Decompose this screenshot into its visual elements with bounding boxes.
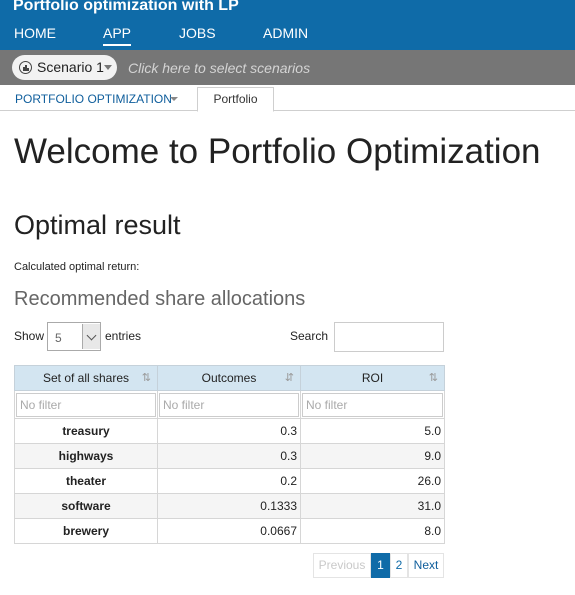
column-header-outcomes[interactable]: Outcomes ⇵ <box>157 365 301 391</box>
scenario-icon <box>19 61 32 74</box>
scenario-selector[interactable]: Scenario 1 <box>12 55 117 80</box>
page-2-button[interactable]: 2 <box>390 553 408 578</box>
calculated-return-label: Calculated optimal return: <box>14 261 140 273</box>
tab-bar: PORTFOLIO OPTIMIZATION Portfolio <box>0 85 575 112</box>
tab-portfolio[interactable]: Portfolio <box>197 87 274 112</box>
search-input[interactable] <box>334 322 444 352</box>
scenario-label: Scenario 1 <box>37 59 104 75</box>
section-title-optimal-result: Optimal result <box>14 210 181 240</box>
filter-roi-input[interactable] <box>302 392 443 417</box>
nav-app[interactable]: APP <box>103 25 132 46</box>
show-label: Show <box>14 329 45 343</box>
next-page-button[interactable]: Next <box>408 553 444 578</box>
table-row: software 0.1333 31.0 <box>14 493 445 519</box>
nav-home[interactable]: HOME <box>14 25 56 41</box>
table-row: brewery 0.0667 8.0 <box>14 518 445 544</box>
app-title: Portfolio optimization with LP <box>13 0 239 14</box>
page-title: Welcome to Portfolio Optimization <box>14 132 541 171</box>
sort-icon: ⇅ <box>141 372 151 384</box>
filter-shares-input[interactable] <box>16 392 156 417</box>
table-row: highways 0.3 9.0 <box>14 443 445 469</box>
scenario-bar: Scenario 1 Click here to select scenario… <box>0 50 575 85</box>
entries-label: entries <box>105 329 142 343</box>
section-title-allocations: Recommended share allocations <box>14 288 306 310</box>
search-label: Search <box>290 329 329 343</box>
portfolio-optimization-dropdown[interactable]: PORTFOLIO OPTIMIZATION <box>15 92 172 106</box>
entries-per-page-select[interactable]: 5 <box>47 322 101 351</box>
table-row: treasury 0.3 5.0 <box>14 418 445 444</box>
previous-page-button[interactable]: Previous <box>313 553 371 578</box>
nav-jobs[interactable]: JOBS <box>179 25 216 41</box>
page-1-button[interactable]: 1 <box>371 553 390 578</box>
sort-desc-icon: ⇵ <box>284 372 294 384</box>
chevron-down-icon <box>104 65 112 70</box>
nav-admin[interactable]: ADMIN <box>263 25 309 41</box>
chevron-down-icon <box>170 97 178 101</box>
allocations-table: Set of all shares⇅ Outcomes⇵ ROI⇅ treasu… <box>14 365 445 544</box>
app-header: Portfolio optimization with LP HOME APP … <box>0 0 575 50</box>
scenario-select-hint[interactable]: Click here to select scenarios <box>128 60 311 76</box>
table-row: theater 0.2 26.0 <box>14 468 445 494</box>
sort-icon: ⇅ <box>428 372 438 384</box>
column-header-shares[interactable]: Set of all shares ⇅ <box>14 365 158 391</box>
column-header-roi[interactable]: ROI ⇅ <box>300 365 445 391</box>
entries-per-page-value: 5 <box>55 331 62 345</box>
filter-outcomes-input[interactable] <box>159 392 299 417</box>
chevron-down-icon <box>82 324 100 349</box>
